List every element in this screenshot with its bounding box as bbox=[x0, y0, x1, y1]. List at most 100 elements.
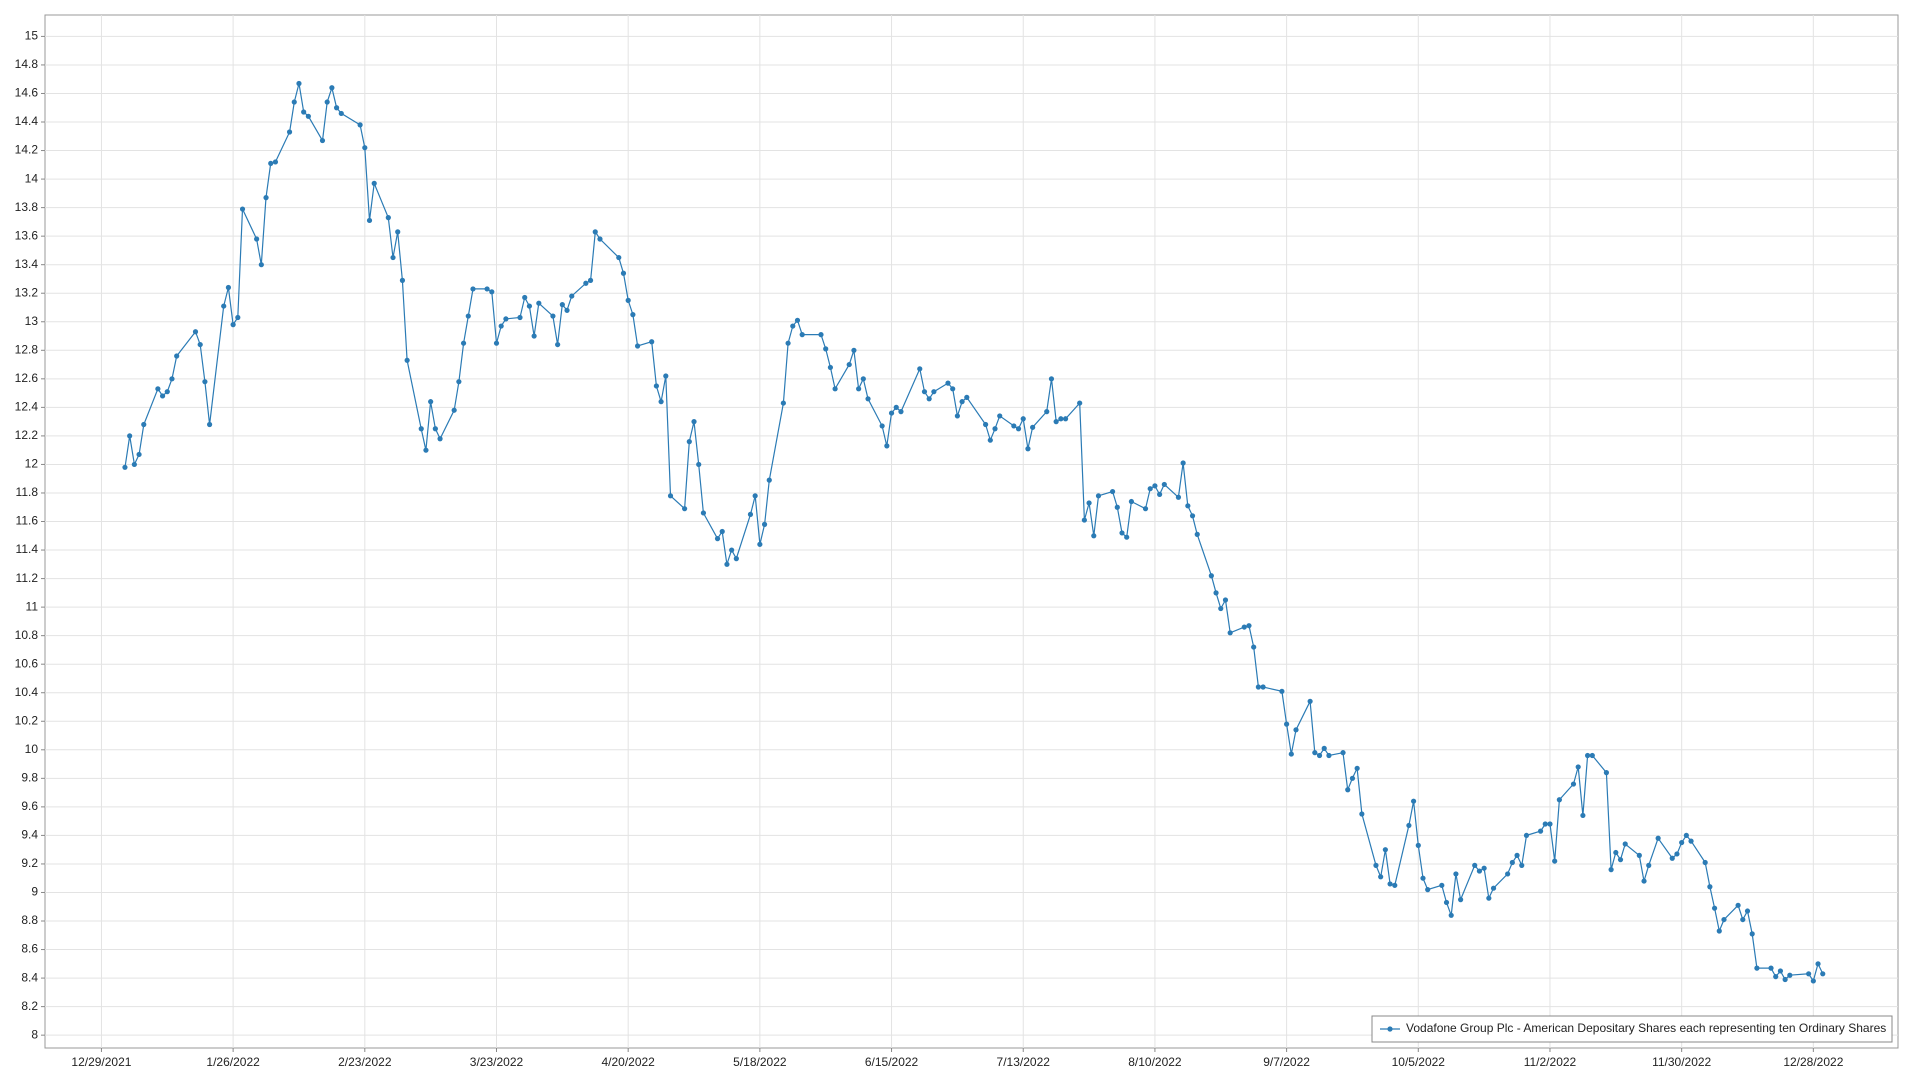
point bbox=[888, 410, 895, 416]
point bbox=[390, 254, 396, 261]
y-tick-label: 9.8 bbox=[21, 771, 38, 785]
point bbox=[399, 277, 406, 283]
point bbox=[780, 400, 786, 406]
point bbox=[230, 322, 236, 328]
point bbox=[1716, 928, 1722, 934]
y-tick-label: 9.2 bbox=[21, 856, 38, 870]
point bbox=[700, 510, 707, 516]
point bbox=[1053, 419, 1059, 425]
point bbox=[1062, 416, 1069, 422]
point bbox=[1213, 590, 1219, 596]
point bbox=[724, 561, 730, 567]
point bbox=[1514, 852, 1520, 858]
point bbox=[1109, 488, 1116, 495]
point bbox=[319, 137, 326, 144]
point bbox=[498, 323, 504, 329]
point bbox=[682, 506, 688, 512]
point bbox=[987, 437, 993, 443]
point bbox=[1128, 498, 1135, 505]
point bbox=[136, 451, 142, 458]
point bbox=[747, 511, 754, 517]
point bbox=[1580, 812, 1586, 819]
point bbox=[1782, 976, 1788, 983]
legend-label: Vodafone Group Plc - American Depositary… bbox=[1406, 1021, 1886, 1035]
y-tick-label: 12.2 bbox=[15, 428, 39, 442]
point bbox=[1077, 400, 1083, 406]
point bbox=[1025, 446, 1031, 452]
point bbox=[818, 332, 824, 338]
point bbox=[1316, 752, 1323, 759]
point bbox=[536, 300, 542, 306]
point bbox=[169, 376, 175, 382]
point bbox=[799, 332, 805, 338]
point bbox=[1669, 855, 1675, 861]
point bbox=[1749, 931, 1755, 937]
point bbox=[1011, 423, 1017, 429]
point bbox=[235, 314, 241, 321]
point bbox=[1815, 961, 1821, 967]
point bbox=[620, 270, 627, 276]
point bbox=[832, 386, 838, 392]
point bbox=[1787, 972, 1793, 978]
y-tick-label: 13 bbox=[25, 314, 39, 328]
point bbox=[856, 386, 862, 392]
point bbox=[1124, 534, 1130, 540]
point bbox=[1439, 882, 1445, 888]
point bbox=[794, 317, 801, 323]
point bbox=[239, 206, 246, 212]
point bbox=[959, 399, 965, 405]
point bbox=[1114, 504, 1120, 510]
y-tick-label: 8.8 bbox=[21, 913, 38, 927]
point bbox=[983, 421, 989, 428]
x-tick-label: 2/23/2022 bbox=[338, 1055, 392, 1069]
point bbox=[1735, 902, 1741, 908]
point bbox=[1613, 849, 1619, 856]
point bbox=[484, 286, 490, 292]
point bbox=[456, 379, 462, 385]
point bbox=[997, 413, 1003, 419]
point bbox=[192, 329, 199, 335]
x-tick-label: 5/18/2022 bbox=[733, 1055, 787, 1069]
point bbox=[714, 536, 721, 542]
point bbox=[757, 541, 763, 547]
point bbox=[338, 110, 344, 117]
point bbox=[964, 394, 970, 400]
point bbox=[164, 389, 170, 395]
legend-box bbox=[1371, 1015, 1893, 1043]
y-tick-label: 10.4 bbox=[15, 685, 39, 699]
y-tick-label: 11.2 bbox=[16, 571, 39, 585]
point bbox=[1382, 847, 1388, 853]
point bbox=[761, 521, 768, 527]
point bbox=[324, 99, 330, 105]
y-tick-label: 12 bbox=[25, 457, 39, 471]
y-tick-label: 8 bbox=[31, 1027, 38, 1041]
point bbox=[437, 436, 443, 442]
point bbox=[1185, 503, 1191, 509]
plot-frame bbox=[44, 14, 1899, 1049]
y-tick-label: 13.2 bbox=[15, 285, 39, 299]
point bbox=[301, 109, 307, 115]
point bbox=[207, 421, 213, 428]
point bbox=[1509, 859, 1515, 866]
point bbox=[428, 399, 434, 405]
point bbox=[174, 353, 180, 359]
point bbox=[1721, 916, 1727, 923]
point bbox=[1505, 871, 1511, 877]
x-tick-label: 11/30/2022 bbox=[1652, 1055, 1711, 1069]
y-tick-label: 10.6 bbox=[15, 656, 39, 670]
point bbox=[1142, 506, 1149, 512]
point bbox=[1655, 835, 1661, 841]
point bbox=[569, 293, 575, 299]
point bbox=[1425, 887, 1431, 893]
x-tick-label: 7/13/2022 bbox=[997, 1055, 1051, 1069]
point bbox=[1523, 832, 1530, 839]
point bbox=[1542, 821, 1548, 827]
point bbox=[1030, 424, 1036, 430]
y-tick-label: 8.2 bbox=[21, 999, 38, 1013]
point bbox=[451, 407, 457, 413]
point bbox=[362, 145, 368, 151]
point bbox=[489, 289, 495, 295]
y-tick-label: 9.4 bbox=[21, 828, 38, 842]
point bbox=[1081, 517, 1087, 523]
point bbox=[1443, 899, 1450, 906]
